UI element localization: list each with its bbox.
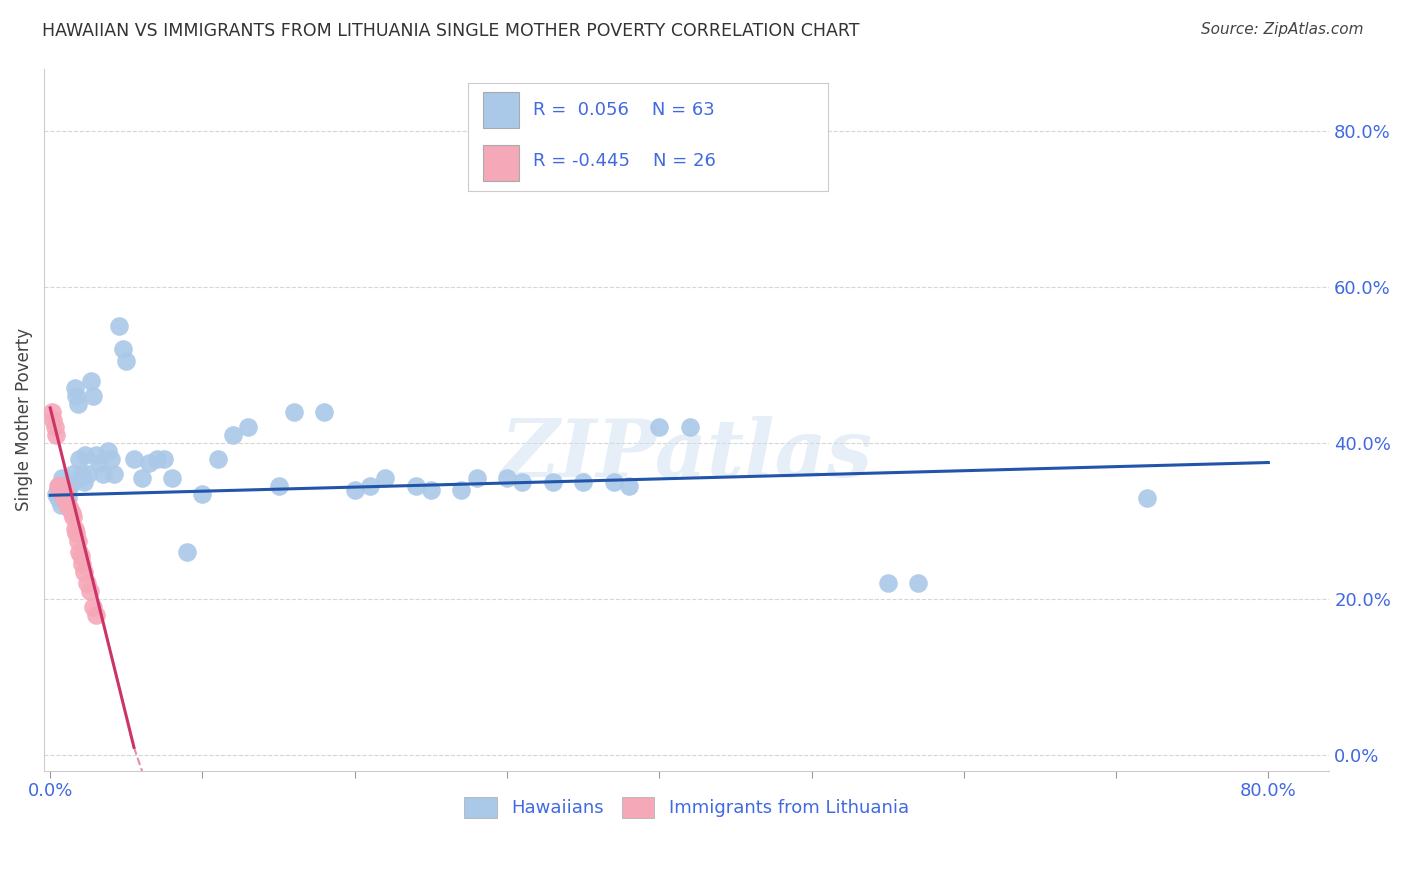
Text: HAWAIIAN VS IMMIGRANTS FROM LITHUANIA SINGLE MOTHER POVERTY CORRELATION CHART: HAWAIIAN VS IMMIGRANTS FROM LITHUANIA SI… [42,22,859,40]
Point [79,584,101,599]
Point [49,499,72,513]
Point [60,506,83,520]
Point [55,483,77,497]
Point [80,374,103,388]
Point [46,479,69,493]
Point [572,475,595,489]
Point [62,510,84,524]
Point [176,545,198,559]
Point [77,467,100,482]
Point [70,467,93,482]
Point [907,576,929,591]
Point [52,491,75,505]
Point [56,483,79,497]
Point [62,467,84,482]
Point [107,318,129,333]
Point [131,471,153,485]
Point [450,483,472,497]
Point [84,607,107,622]
Point [267,479,290,493]
Point [541,475,564,489]
Point [160,471,183,485]
Point [343,483,366,497]
Point [153,451,176,466]
Legend: Hawaiians, Immigrants from Lithuania: Hawaiians, Immigrants from Lithuania [457,789,917,825]
Point [103,467,125,482]
Point [84,448,107,462]
Point [87,456,110,470]
Point [59,479,82,493]
Point [122,451,145,466]
Point [69,549,91,563]
Point [146,451,169,466]
Point [56,499,79,513]
Point [82,389,104,403]
Point [67,545,90,559]
Text: ZIPatlas: ZIPatlas [501,416,873,493]
Point [648,420,671,434]
Point [496,471,519,485]
Point [69,471,91,485]
Point [66,533,89,548]
Point [42,412,65,426]
Point [58,499,80,513]
Point [314,405,336,419]
Point [48,479,70,493]
Point [75,448,97,462]
Point [359,479,381,493]
Y-axis label: Single Mother Poverty: Single Mother Poverty [15,328,32,511]
Point [49,479,72,493]
Point [51,471,73,485]
Point [58,491,80,505]
Point [100,451,122,466]
Point [138,456,160,470]
Point [236,420,259,434]
Point [602,475,624,489]
Point [207,451,229,466]
Point [73,475,96,489]
Point [283,405,305,419]
Point [115,354,138,368]
Point [65,525,87,540]
Point [44,420,66,434]
Point [82,599,104,614]
Point [45,487,67,501]
Point [48,483,70,497]
Point [1135,491,1157,505]
Point [405,479,427,493]
Point [617,479,640,493]
Point [76,576,98,591]
Point [45,428,67,442]
Point [63,381,86,395]
Point [679,420,702,434]
Point [52,491,75,505]
Point [222,428,245,442]
Point [374,471,396,485]
Point [73,565,96,579]
Point [46,491,69,505]
Point [51,487,73,501]
Point [63,522,86,536]
Text: Source: ZipAtlas.com: Source: ZipAtlas.com [1201,22,1364,37]
Point [41,405,63,419]
Point [876,576,898,591]
Point [55,479,77,493]
Point [510,475,533,489]
Point [465,471,488,485]
Point [67,451,90,466]
Point [112,343,135,357]
Point [419,483,441,497]
Point [65,389,87,403]
Point [70,557,93,571]
Point [59,502,82,516]
Point [191,487,214,501]
Point [66,397,89,411]
Point [97,443,120,458]
Point [93,467,115,482]
